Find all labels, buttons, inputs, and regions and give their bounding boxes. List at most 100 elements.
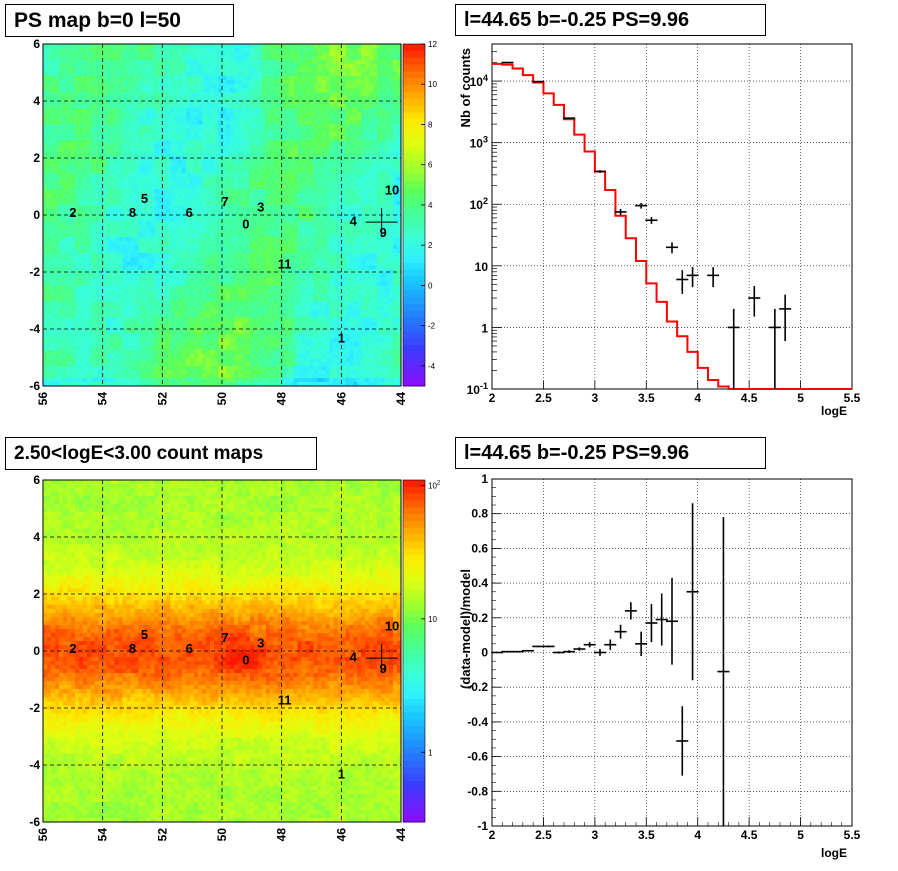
map-cell [47, 273, 51, 277]
map-cell [202, 48, 206, 52]
map-cell [258, 92, 262, 96]
map-cell [87, 310, 91, 314]
map-cell [254, 84, 258, 88]
map-cell [250, 128, 254, 132]
map-cell [91, 273, 95, 277]
map-cell [123, 293, 127, 297]
map-cell [190, 92, 194, 96]
map-cell [254, 354, 258, 358]
map-cell [123, 221, 127, 225]
map-cell [174, 366, 178, 370]
map-cell [142, 169, 146, 173]
map-cell [59, 241, 63, 245]
map-cell [131, 64, 135, 68]
map-cell [222, 378, 226, 382]
map-cell [59, 269, 63, 273]
map-cell [230, 149, 234, 153]
map-cell [87, 293, 91, 297]
map-cell [138, 306, 142, 310]
map-cell [246, 354, 250, 358]
map-cell [266, 104, 270, 108]
map-cell [206, 338, 210, 342]
map-cell [146, 88, 150, 92]
map-cell [202, 112, 206, 116]
map-cell [127, 221, 131, 225]
map-cell [266, 189, 270, 193]
map-cell [87, 261, 91, 265]
map-cell [230, 378, 234, 382]
map-cell [123, 225, 127, 229]
map-cell [63, 241, 67, 245]
map-cell [154, 137, 158, 141]
map-cell [71, 281, 75, 285]
map-cell [206, 253, 210, 257]
map-cell [270, 173, 274, 177]
map-cell [198, 302, 202, 306]
map-cell [270, 72, 274, 76]
map-cell [166, 289, 170, 293]
map-cell [174, 338, 178, 342]
map-cell [210, 221, 214, 225]
map-cell [254, 297, 258, 301]
map-cell [226, 273, 230, 277]
map-cell [154, 92, 158, 96]
map-cell [119, 257, 123, 261]
map-cell [238, 354, 242, 358]
map-cell [63, 273, 67, 277]
map-cell [270, 201, 274, 205]
map-cell [91, 302, 95, 306]
map-cell [174, 112, 178, 116]
map-cell [266, 362, 270, 366]
map-cell [210, 297, 214, 301]
map-cell [214, 165, 218, 169]
map-cell [63, 120, 67, 124]
map-cell [270, 293, 274, 297]
map-cell [59, 88, 63, 92]
map-cell [111, 241, 115, 245]
map-cell [198, 366, 202, 370]
map-cell [222, 153, 226, 157]
map-cell [79, 161, 83, 165]
map-cell [250, 342, 254, 346]
map-cell [262, 217, 266, 221]
map-cell [71, 92, 75, 96]
map-cell [79, 193, 83, 197]
map-cell [51, 225, 55, 229]
map-cell [270, 124, 274, 128]
map-cell [51, 92, 55, 96]
map-cell [234, 60, 238, 64]
map-cell [83, 277, 87, 281]
map-cell [198, 116, 202, 120]
map-cell [83, 306, 87, 310]
map-cell [103, 285, 107, 289]
map-cell [75, 112, 79, 116]
map-cell [246, 281, 250, 285]
map-cell [134, 257, 138, 261]
map-cell [71, 269, 75, 273]
map-cell [67, 197, 71, 201]
map-cell [51, 366, 55, 370]
map-cell [123, 233, 127, 237]
map-cell [186, 92, 190, 96]
map-cell [83, 68, 87, 72]
map-cell [59, 378, 63, 382]
map-cell [123, 354, 127, 358]
map-cell [254, 145, 258, 149]
map-cell [258, 128, 262, 132]
map-cell [103, 177, 107, 181]
map-cell [79, 245, 83, 249]
map-cell [202, 370, 206, 374]
map-cell [262, 181, 266, 185]
map-cell [206, 221, 210, 225]
map-cell [146, 116, 150, 120]
map-cell [138, 181, 142, 185]
map-cell [178, 350, 182, 354]
map-cell [95, 277, 99, 281]
map-cell [226, 358, 230, 362]
map-cell [186, 314, 190, 318]
map-cell [83, 76, 87, 80]
map-cell [234, 128, 238, 132]
map-cell [95, 293, 99, 297]
map-cell [91, 44, 95, 48]
map-cell [258, 88, 262, 92]
